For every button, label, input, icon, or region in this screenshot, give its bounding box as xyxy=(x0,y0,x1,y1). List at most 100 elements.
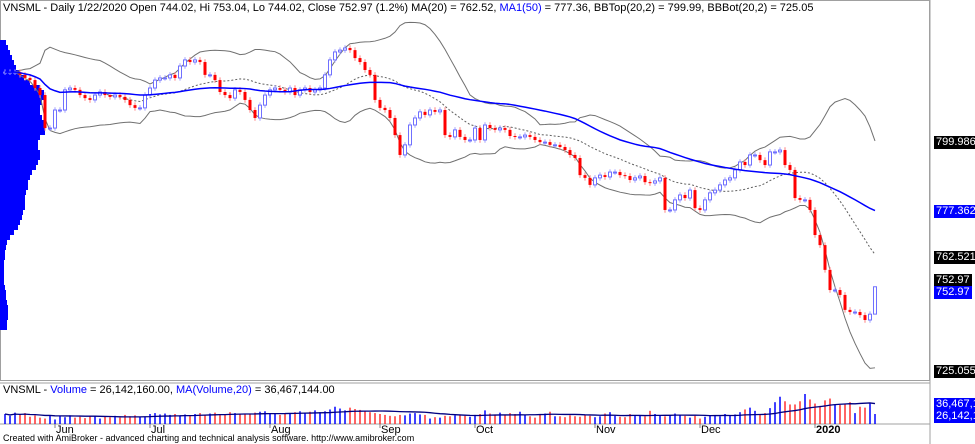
candle xyxy=(298,87,302,98)
candle xyxy=(183,57,187,69)
candle xyxy=(223,89,227,98)
candle-body xyxy=(683,194,687,199)
candle-body xyxy=(868,313,872,321)
candle xyxy=(158,75,162,83)
candle-body xyxy=(163,77,167,80)
candle xyxy=(38,85,42,98)
candle xyxy=(748,152,752,168)
candle xyxy=(528,132,532,140)
candle-body xyxy=(128,99,132,106)
candle-body xyxy=(478,128,482,140)
candle-body xyxy=(488,125,492,129)
candle xyxy=(288,85,292,95)
candle-body xyxy=(568,150,572,155)
ma50-path xyxy=(5,71,876,212)
candle-body xyxy=(48,127,52,130)
candle xyxy=(623,172,627,179)
candle-body xyxy=(133,105,137,108)
candle-body xyxy=(443,110,447,136)
candle-body xyxy=(68,87,72,91)
candle-body xyxy=(728,177,732,181)
candle-body xyxy=(188,59,192,63)
candle-body xyxy=(93,94,97,101)
candle xyxy=(523,132,527,140)
candle-body xyxy=(218,80,222,92)
candle-body xyxy=(198,59,202,63)
candle-body xyxy=(143,94,147,109)
volume-profile-bin xyxy=(0,260,4,265)
candle xyxy=(348,45,352,53)
candle-body xyxy=(833,289,837,292)
candle-body xyxy=(588,177,592,185)
volume-profile-bin xyxy=(0,65,16,70)
candle xyxy=(323,72,327,91)
candle-body xyxy=(793,169,797,199)
volume-profile-bin xyxy=(0,140,38,145)
volume-profile-bin xyxy=(0,200,25,205)
candle-body xyxy=(703,199,707,211)
candle xyxy=(563,144,567,153)
candle-body xyxy=(808,199,812,210)
candle xyxy=(723,177,727,188)
candle-body xyxy=(323,74,327,89)
candle-body xyxy=(623,175,627,177)
volume-profile-bin xyxy=(0,45,8,50)
candle xyxy=(343,45,347,53)
candle xyxy=(303,85,307,93)
candle-body xyxy=(183,59,187,67)
candle-body xyxy=(498,127,502,131)
candle-body xyxy=(363,62,367,70)
candle-body xyxy=(243,91,247,100)
volume-profile-bin xyxy=(0,115,42,120)
candle xyxy=(208,72,212,78)
candle-body xyxy=(593,177,597,186)
candle xyxy=(838,287,842,298)
candle-body xyxy=(463,136,467,140)
candle-body xyxy=(553,144,557,147)
candle xyxy=(478,125,482,143)
candle xyxy=(433,107,437,115)
candle-body xyxy=(608,171,612,178)
candle xyxy=(83,92,87,101)
candle-body xyxy=(493,128,497,130)
candle-body xyxy=(473,127,477,141)
candle xyxy=(663,175,667,213)
candle-body xyxy=(783,150,787,166)
footer-credit: Created with AmiBroker - advanced charti… xyxy=(3,433,415,443)
candle-body xyxy=(158,77,162,81)
candle-body xyxy=(453,129,457,138)
candle xyxy=(798,195,802,203)
volume-profile-bin xyxy=(0,90,44,95)
candle xyxy=(58,107,62,113)
candle-body xyxy=(638,175,642,179)
month-label: Sep xyxy=(381,424,401,436)
volume-profile-bin xyxy=(0,280,4,285)
volume-profile-bin xyxy=(0,130,45,135)
candle xyxy=(508,127,512,139)
volume-profile-bin xyxy=(0,310,8,315)
candle xyxy=(313,87,317,95)
volume-profile-bin xyxy=(0,325,7,330)
candle xyxy=(843,292,847,313)
candle xyxy=(693,187,697,211)
candle-body xyxy=(253,110,257,118)
candle-body xyxy=(618,172,622,176)
candle-body xyxy=(248,99,252,111)
price-header: VNSML - Daily 1/22/2020 Open 744.02, Hi … xyxy=(3,2,813,14)
candle-body xyxy=(353,50,357,59)
candle-body xyxy=(88,98,92,100)
candle-body xyxy=(858,312,862,316)
candle-body xyxy=(578,158,582,176)
candle-body xyxy=(853,311,857,314)
candle-body xyxy=(673,199,677,211)
candle xyxy=(178,63,182,81)
candle-body xyxy=(633,177,637,181)
volume-profile-bin xyxy=(0,160,38,165)
candle-body xyxy=(373,74,377,100)
volume-profile-bin xyxy=(0,135,40,140)
candle-body xyxy=(603,175,607,177)
candle-body xyxy=(798,198,802,200)
volume-profile-bin xyxy=(0,125,45,130)
volume-profile-bin xyxy=(0,295,6,300)
